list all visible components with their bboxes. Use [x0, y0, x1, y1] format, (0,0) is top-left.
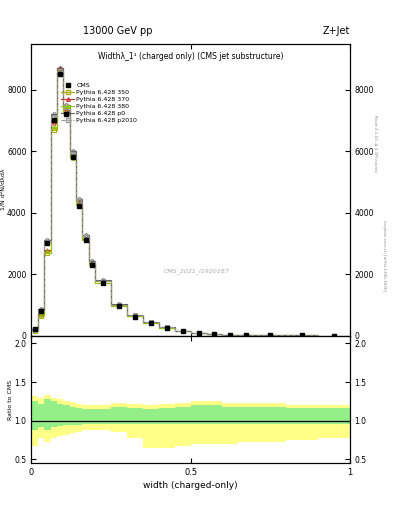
Legend: CMS, Pythia 6.428 350, Pythia 6.428 370, Pythia 6.428 380, Pythia 6.428 p0, Pyth: CMS, Pythia 6.428 350, Pythia 6.428 370,…: [60, 82, 138, 124]
Text: Z+Jet: Z+Jet: [322, 26, 350, 36]
Text: CMS_2021_I1920187: CMS_2021_I1920187: [164, 268, 230, 274]
Y-axis label: 1/N d²N/dλdλ: 1/N d²N/dλdλ: [0, 169, 6, 210]
Text: 13000 GeV pp: 13000 GeV pp: [83, 26, 152, 36]
Text: Rivet 3.1.10, ≥ 3.1M events: Rivet 3.1.10, ≥ 3.1M events: [373, 115, 377, 172]
Text: Widthλ_1¹ (charged only) (CMS jet substructure): Widthλ_1¹ (charged only) (CMS jet substr…: [98, 52, 283, 61]
Y-axis label: Ratio to CMS: Ratio to CMS: [8, 379, 13, 419]
X-axis label: width (charged-only): width (charged-only): [143, 481, 238, 490]
Text: mcplots.cern.ch [arXiv:1306.3436]: mcplots.cern.ch [arXiv:1306.3436]: [382, 221, 386, 291]
